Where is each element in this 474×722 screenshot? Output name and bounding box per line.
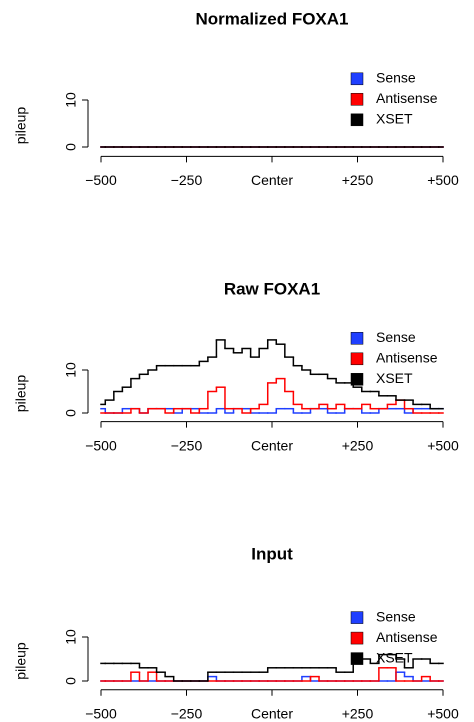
x-tick-label: +500 (427, 437, 459, 453)
legend-swatch (350, 652, 364, 665)
y-tick-label: 10 (63, 629, 79, 645)
y-tick-label: 0 (63, 409, 79, 417)
panel-title: Input (251, 544, 293, 563)
legend-label: Sense (376, 70, 416, 86)
legend-label: XSET (376, 111, 413, 127)
x-tick-label: −250 (171, 437, 203, 453)
y-tick-label: 10 (63, 362, 79, 378)
legend-swatch (350, 332, 364, 345)
x-tick-label: −250 (171, 172, 203, 188)
legend-swatch (350, 373, 364, 386)
y-axis-label: pileup (13, 375, 29, 413)
legend-label: Sense (376, 608, 416, 624)
legend-label: Antisense (376, 350, 438, 366)
y-tick-label: 0 (63, 143, 79, 151)
x-tick-label: −250 (171, 706, 203, 722)
x-tick-label: +500 (427, 172, 459, 188)
panel: Raw FOXA1 0 10 pileup −500 −250 Center +250 +500… (13, 279, 459, 453)
panel-title: Normalized FOXA1 (195, 9, 348, 28)
x-tick-label: −500 (85, 706, 117, 722)
legend-label: Sense (376, 329, 416, 345)
legend-label: XSET (376, 370, 413, 386)
x-tick-label: Center (251, 437, 293, 453)
legend-swatch (350, 352, 364, 366)
legend-swatch (350, 113, 364, 127)
legend-swatch (350, 72, 364, 86)
y-axis-label: pileup (13, 107, 29, 145)
x-tick-label: −500 (85, 437, 117, 453)
x-tick-label: −500 (85, 172, 117, 188)
panel: Input 0 10 pileup −500 −250 Center +250 +500 Sens… (13, 544, 459, 721)
x-tick-label: Center (251, 172, 293, 188)
legend-label: Antisense (376, 90, 438, 106)
legend-swatch (350, 631, 364, 645)
x-tick-label: Center (251, 706, 293, 722)
y-tick-label: 10 (63, 92, 79, 108)
legend-swatch (350, 93, 364, 106)
x-tick-label: +500 (427, 706, 459, 722)
y-axis-label: pileup (13, 642, 29, 680)
legend-swatch (350, 611, 364, 624)
x-tick-label: +250 (342, 172, 374, 188)
legend-label: Antisense (376, 629, 438, 645)
panel-title: Raw FOXA1 (224, 279, 320, 298)
x-tick-label: +250 (342, 437, 374, 453)
panel: Normalized FOXA1 0 10 pileup −500 −250 Center +… (13, 9, 459, 188)
legend-label: XSET (376, 649, 413, 665)
y-tick-label: 0 (63, 677, 79, 685)
x-tick-label: +250 (342, 706, 374, 722)
